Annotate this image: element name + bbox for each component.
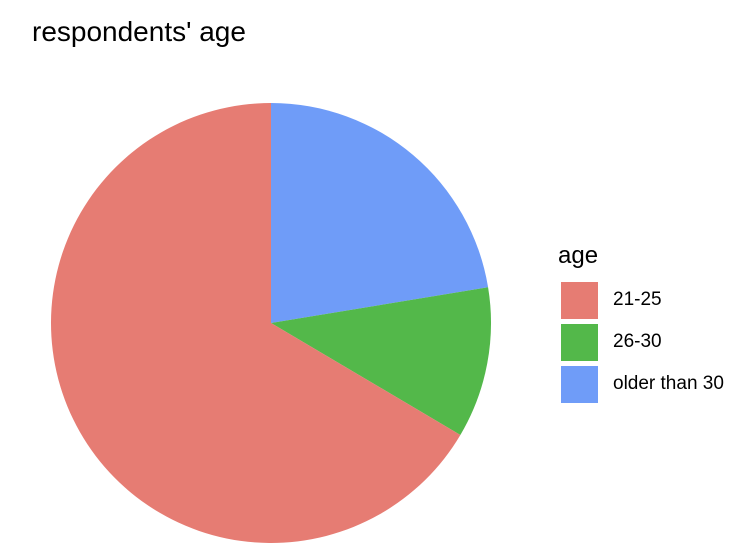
- pie-slice-21-25: [50, 103, 461, 543]
- pie-slice-older-than-30: [271, 103, 489, 323]
- pie-slice-26-30: [271, 287, 491, 435]
- legend: age 21-25 26-30 older than 30: [558, 240, 724, 406]
- legend-label-older-than-30: older than 30: [613, 373, 724, 394]
- legend-swatch-older-than-30: [561, 365, 598, 403]
- legend-item-21-25: 21-25: [558, 280, 724, 320]
- legend-title: age: [558, 242, 599, 269]
- legend-item-26-30: 26-30: [558, 322, 724, 362]
- legend-label-21-25: 21-25: [613, 289, 662, 310]
- legend-swatch-26-30: [561, 323, 598, 361]
- legend-item-older-than-30: older than 30: [558, 364, 724, 404]
- chart-title: respondents' age: [32, 16, 246, 47]
- pie-chart: [50, 103, 491, 543]
- legend-label-26-30: 26-30: [613, 331, 662, 352]
- legend-swatch-21-25: [561, 281, 598, 319]
